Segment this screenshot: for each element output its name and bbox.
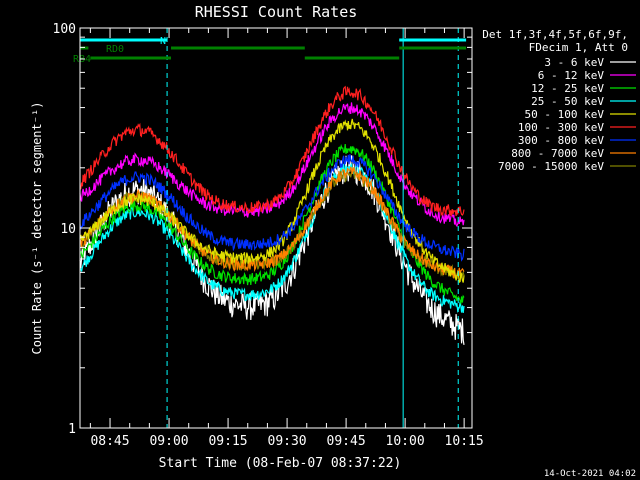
vertical-marker-layer <box>166 28 459 428</box>
legend-entry-label: 100 - 300 keV <box>518 121 604 134</box>
x-tick-label: 08:45 <box>90 434 129 449</box>
y-tick-label: 1 <box>68 422 76 437</box>
x-axis-label: Start Time (08-Feb-07 08:37:22) <box>159 456 402 471</box>
legend-entry-label: 300 - 800 keV <box>518 134 604 147</box>
legend-entry-label: 50 - 100 keV <box>525 108 605 121</box>
legend: Det 1f,3f,4f,5f,6f,9f,FDecim 1, Att 0 3 -… <box>482 28 636 173</box>
legend-header: Det 1f,3f,4f,5f,6f,9f, <box>482 28 628 41</box>
x-tick-label: 10:00 <box>386 434 425 449</box>
legend-entry-label: 6 - 12 keV <box>538 69 605 82</box>
series-trace <box>79 85 465 217</box>
x-tick-label: 09:45 <box>327 434 366 449</box>
x-tick-label: 09:00 <box>149 434 188 449</box>
y-tick-label: 100 <box>53 22 76 37</box>
x-tick-label: 09:15 <box>208 434 247 449</box>
y-axis-label: Count Rate (s⁻¹ detector segment⁻¹) <box>30 102 44 355</box>
x-tick-label: 10:15 <box>445 434 484 449</box>
legend-entry-label: 800 - 7000 keV <box>511 147 604 160</box>
series-trace <box>79 163 465 314</box>
legend-header: FDecim 1, Att 0 <box>529 41 628 54</box>
legend-entry-label: 3 - 6 keV <box>544 56 604 69</box>
legend-entry-label: 7000 - 15000 keV <box>498 160 604 173</box>
flag-label: RB4 <box>73 54 91 65</box>
series-trace <box>79 118 465 284</box>
flag-label: N <box>160 36 166 47</box>
footer-timestamp: 14-Oct-2021 04:02 <box>544 469 636 479</box>
flag-label: RD0 <box>106 44 124 55</box>
y-axis-ticks: 1 10 100 <box>53 22 472 437</box>
legend-entry-label: 25 - 50 keV <box>531 95 604 108</box>
chart-title: RHESSI Count Rates <box>195 3 358 21</box>
legend-entry-label: 12 - 25 keV <box>531 82 604 95</box>
x-tick-label: 09:30 <box>268 434 307 449</box>
flag-bar-layer: N RD0 RB4 <box>73 36 467 65</box>
trace-layer <box>79 85 465 345</box>
x-axis-ticks: 08:45 09:00 09:15 09:30 09:45 10:00 10:15 <box>89 28 484 449</box>
series-trace <box>79 166 465 279</box>
series-trace <box>80 143 465 306</box>
y-tick-label: 10 <box>60 222 76 237</box>
series-trace <box>79 154 465 262</box>
